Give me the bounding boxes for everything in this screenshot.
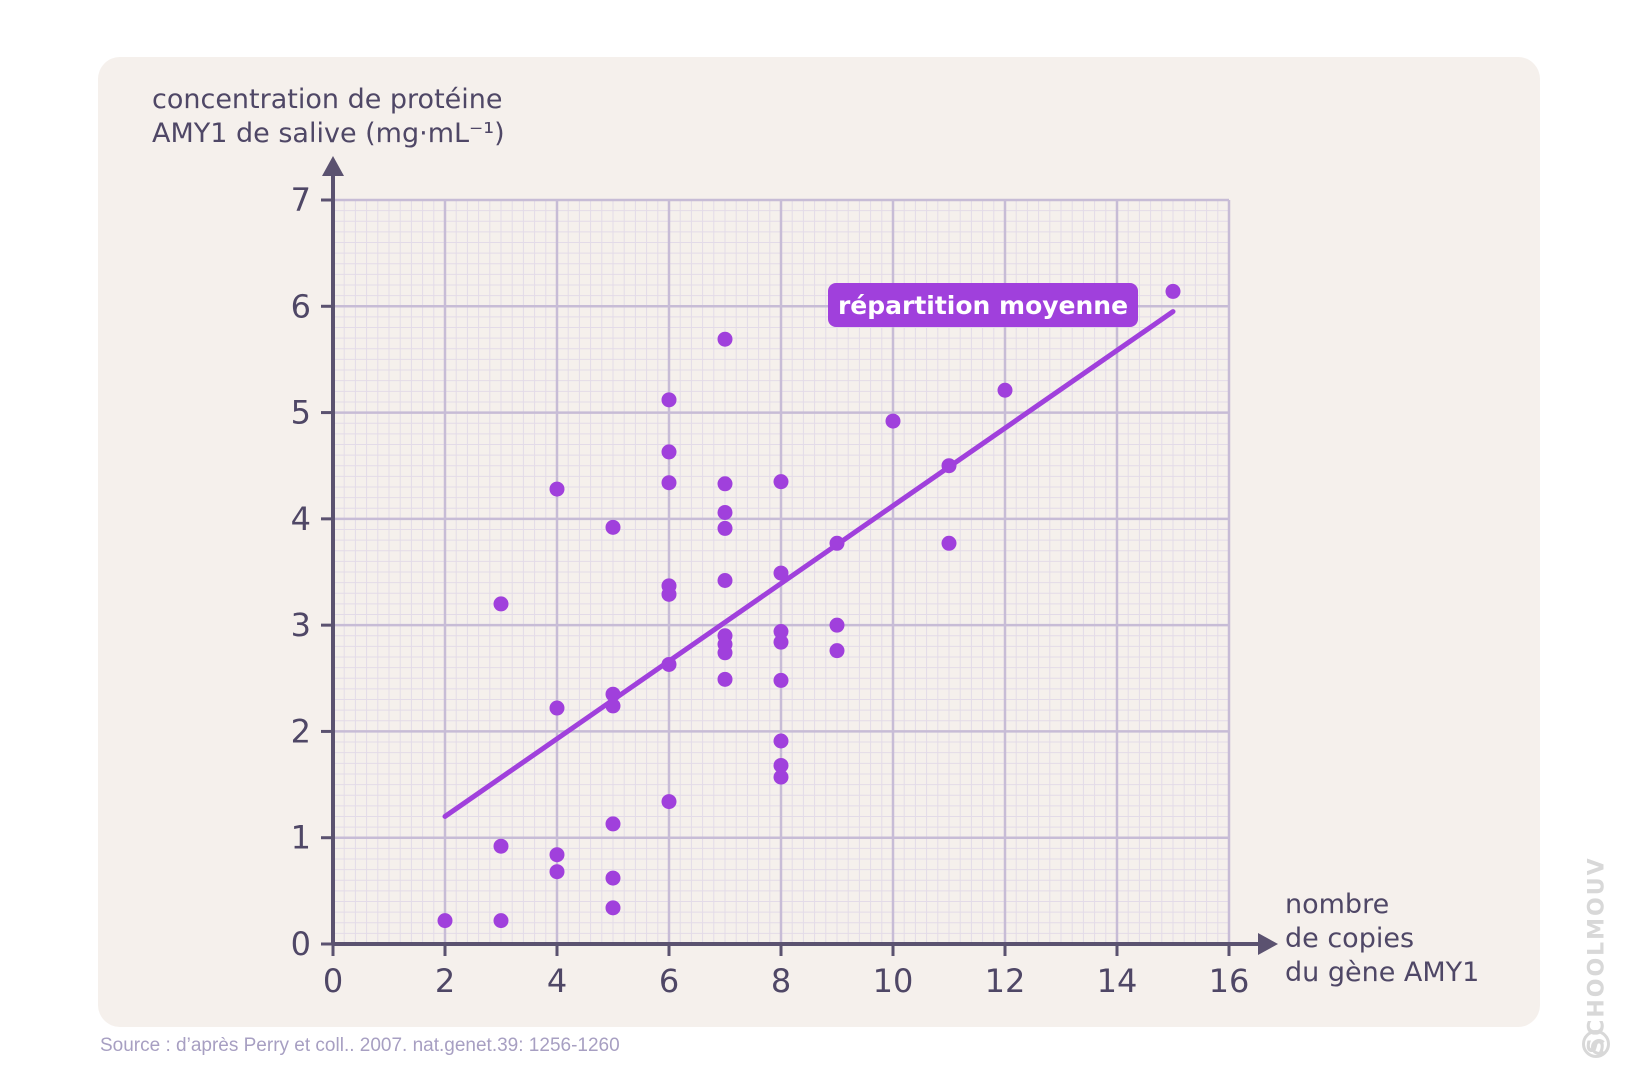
data-point — [437, 913, 453, 929]
y-tick-label: 5 — [291, 394, 311, 432]
x-axis-arrow — [1258, 933, 1278, 955]
data-point — [549, 481, 565, 497]
data-point — [605, 519, 621, 535]
data-point — [549, 700, 565, 716]
data-point — [717, 573, 733, 589]
watermark-text: SCHOOLMOUV — [1584, 856, 1610, 1054]
x-tick-label: 8 — [771, 962, 791, 1000]
data-point — [605, 900, 621, 916]
data-point — [773, 672, 789, 688]
data-point — [773, 474, 789, 490]
data-point — [829, 643, 845, 659]
x-tick-label: 14 — [1097, 962, 1138, 1000]
x-tick-label: 4 — [547, 962, 567, 1000]
x-tick-label: 16 — [1209, 962, 1250, 1000]
data-point — [605, 870, 621, 886]
data-point — [661, 475, 677, 491]
data-point — [717, 504, 733, 520]
data-point — [493, 913, 509, 929]
data-point — [1165, 283, 1181, 299]
data-point — [717, 628, 733, 644]
data-point — [717, 671, 733, 687]
data-point — [661, 794, 677, 810]
data-point — [549, 864, 565, 880]
data-point — [829, 535, 845, 551]
x-axis-label-line: du gène AMY1 — [1285, 957, 1479, 988]
y-axis-label-line: concentration de protéine — [152, 84, 503, 115]
data-point — [661, 578, 677, 594]
trend-label: répartition moyenne — [838, 291, 1128, 320]
data-point — [773, 624, 789, 640]
data-point — [717, 331, 733, 347]
x-axis-label-line: de copies — [1285, 923, 1414, 954]
trend-line — [442, 309, 1176, 819]
schoolmouv-watermark: SCHOOLMOUV — [1572, 840, 1622, 1070]
data-point — [493, 596, 509, 612]
data-point — [941, 458, 957, 474]
data-point — [773, 733, 789, 749]
y-tick-label: 1 — [291, 819, 311, 857]
y-tick-label: 0 — [291, 925, 311, 963]
data-point — [717, 476, 733, 492]
data-points — [437, 283, 1181, 929]
y-tick-label: 6 — [291, 287, 311, 325]
data-point — [549, 847, 565, 863]
x-tick-label: 12 — [985, 962, 1026, 1000]
data-point — [605, 816, 621, 832]
data-point — [773, 757, 789, 773]
data-point — [773, 634, 789, 650]
axes — [321, 156, 1278, 956]
x-axis-label-line: nombre — [1285, 889, 1389, 920]
x-tick-label: 2 — [435, 962, 455, 1000]
trend-label-box — [828, 283, 1138, 327]
y-tick-label: 7 — [291, 181, 311, 219]
data-point — [941, 535, 957, 551]
data-point — [885, 413, 901, 429]
data-point — [997, 382, 1013, 398]
copyright-icon — [1582, 1030, 1610, 1058]
data-point — [661, 392, 677, 408]
y-tick-label: 2 — [291, 712, 311, 750]
data-point — [493, 838, 509, 854]
y-tick-label: 3 — [291, 606, 311, 644]
y-axis-label-line: AMY1 de salive (mg·mL⁻¹) — [152, 118, 505, 149]
data-point — [717, 520, 733, 536]
x-tick-label: 10 — [873, 962, 914, 1000]
data-point — [773, 769, 789, 785]
data-point — [773, 565, 789, 581]
data-point — [829, 617, 845, 633]
source-caption: Source : d’après Perry et coll.. 2007. n… — [100, 1035, 620, 1056]
data-point — [661, 656, 677, 672]
trend-line-group: répartition moyenne — [442, 283, 1176, 819]
chart-panel — [98, 57, 1540, 1027]
y-tick-label: 4 — [291, 500, 311, 538]
x-tick-label: 6 — [659, 962, 679, 1000]
x-tick-label: 0 — [323, 962, 343, 1000]
y-axis-arrow — [322, 156, 344, 176]
data-point — [661, 444, 677, 460]
data-point — [605, 686, 621, 702]
data-point — [605, 698, 621, 714]
